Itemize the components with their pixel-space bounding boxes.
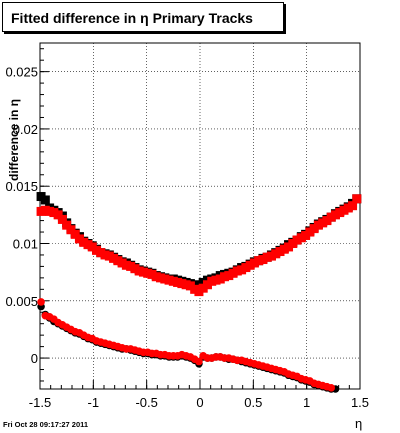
series-3 bbox=[37, 298, 336, 392]
y-tick-label: 0.005 bbox=[5, 294, 38, 309]
data-point bbox=[57, 214, 67, 224]
x-tick-label: 1 bbox=[303, 395, 310, 410]
axis-tick-labels: -1.5 -1 -0.5 0 0.5 1 1.5 0 0.005 0.01 0.015 0.02 0.0… bbox=[5, 65, 369, 410]
x-tick-label: -1 bbox=[88, 395, 100, 410]
axis-ticks bbox=[39, 48, 361, 389]
x-tick-label: -1.5 bbox=[29, 395, 51, 410]
x-axis-label: η bbox=[355, 416, 362, 431]
x-tick-label: -0.5 bbox=[135, 395, 157, 410]
data-point bbox=[40, 195, 50, 205]
y-tick-label: 0.02 bbox=[13, 122, 38, 137]
data-point bbox=[53, 210, 63, 220]
chart-title: Fitted difference in η Primary Tracks bbox=[11, 10, 253, 26]
data-point bbox=[70, 229, 80, 239]
data-points bbox=[36, 192, 362, 393]
y-tick-label: 0.015 bbox=[5, 179, 38, 194]
data-point bbox=[66, 225, 76, 235]
data-point bbox=[195, 357, 203, 366]
series-1 bbox=[36, 194, 362, 297]
y-tick-label: 0.025 bbox=[5, 65, 38, 80]
data-point bbox=[327, 384, 336, 392]
data-point bbox=[348, 201, 358, 211]
y-axis-label: difference in η bbox=[7, 99, 21, 181]
title-box: Fitted difference in η Primary Tracks bbox=[2, 2, 284, 32]
data-point bbox=[37, 298, 45, 306]
y-tick-label: 0.01 bbox=[13, 236, 38, 251]
footer-timestamp: Fri Oct 28 09:17:27 2011 bbox=[3, 420, 89, 429]
data-point bbox=[352, 194, 362, 204]
x-tick-label: 0.5 bbox=[244, 395, 262, 410]
y-tick-label: 0 bbox=[31, 351, 38, 366]
x-tick-label: 0 bbox=[196, 395, 203, 410]
x-tick-label: 1.5 bbox=[351, 395, 369, 410]
data-point bbox=[62, 220, 72, 230]
